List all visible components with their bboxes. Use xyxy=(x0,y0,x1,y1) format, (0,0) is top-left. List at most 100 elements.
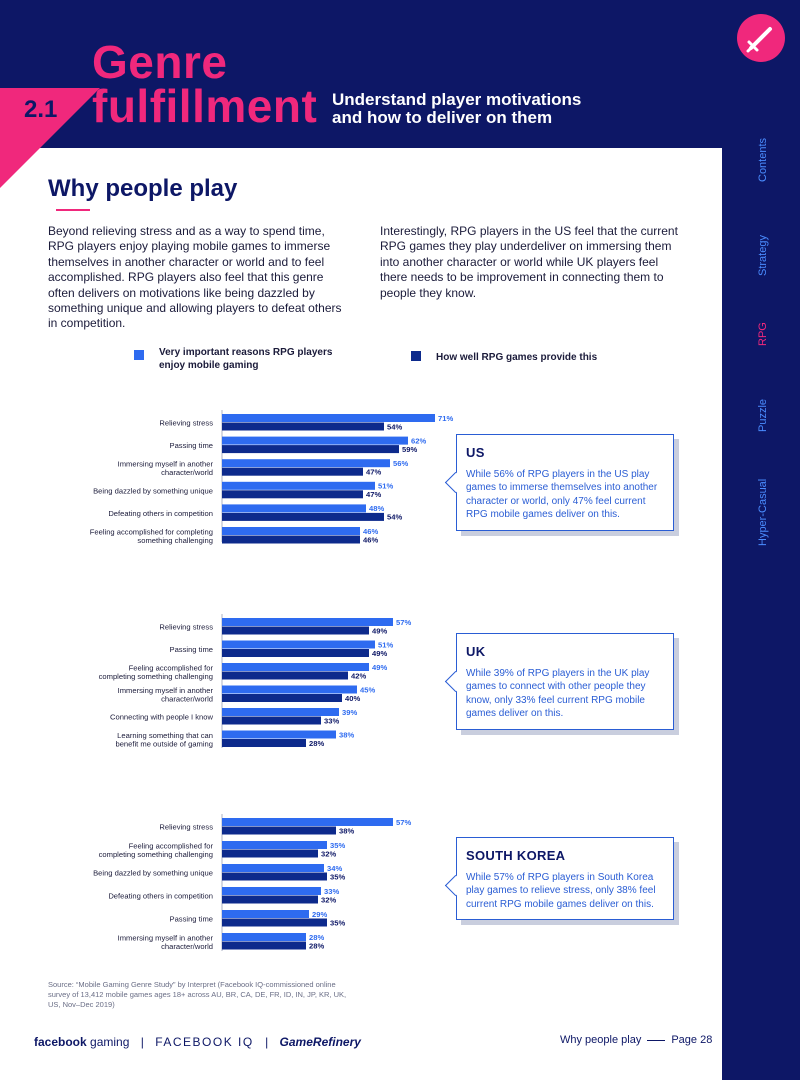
callout-south-korea-heading: SOUTH KOREA xyxy=(466,848,566,863)
page-title-line1: Genre xyxy=(92,36,228,88)
body-left: Beyond relieving stress and as a way to … xyxy=(48,224,342,331)
page-subtitle: Understand player motivations and how to… xyxy=(332,91,652,127)
us-delivery-value: 59% xyxy=(402,445,417,454)
uk-delivery-bar xyxy=(222,739,306,747)
page-title-line2: fulfillment xyxy=(92,80,318,132)
south-korea-category-label: character/world xyxy=(161,942,213,951)
south-korea-importance-value: 35% xyxy=(330,841,345,850)
footer-page-label: Why people play xyxy=(560,1034,642,1046)
us-importance-value: 51% xyxy=(378,482,393,491)
uk-importance-value: 38% xyxy=(339,730,354,739)
callout-uk: UK While 39% of RPG players in the UK pl… xyxy=(444,633,674,730)
us-importance-bar xyxy=(222,459,390,468)
uk-importance-value: 51% xyxy=(378,640,393,649)
us-category-label: Defeating others in competition xyxy=(108,509,213,518)
south-korea-importance-bar xyxy=(222,818,393,826)
uk-importance-value: 39% xyxy=(342,708,357,717)
us-delivery-bar xyxy=(222,512,384,521)
us-category-label: Relieving stress xyxy=(159,419,213,428)
uk-importance-bar xyxy=(222,618,393,626)
uk-category-label: character/world xyxy=(161,694,213,703)
us-delivery-bar xyxy=(222,422,384,431)
callout-uk-text: While 39% of RPG players in the UK play … xyxy=(466,668,650,720)
us-delivery-bar xyxy=(222,490,363,499)
page-subtitle-line2: and how to deliver on them xyxy=(332,108,553,127)
south-korea-delivery-value: 32% xyxy=(321,895,336,904)
south-korea-importance-bar xyxy=(222,841,327,849)
legend-swatch-delivery xyxy=(411,351,421,361)
side-nav-band xyxy=(722,0,800,1080)
logo-facebook-gaming-bold: facebook xyxy=(34,1035,87,1049)
us-importance-value: 48% xyxy=(369,504,384,513)
body-right: Interestingly, RPG players in the US fee… xyxy=(380,224,678,300)
footer-dash xyxy=(647,1039,666,1041)
us-importance-bar xyxy=(222,504,366,513)
uk-category-label: Learning something that can xyxy=(117,731,213,740)
uk-category-label: Passing time xyxy=(170,645,213,654)
uk-delivery-bar xyxy=(222,671,348,680)
us-delivery-bar xyxy=(222,467,363,476)
page-subtitle-line1: Understand player motivations xyxy=(332,90,582,109)
logo-divider: | xyxy=(140,1035,144,1049)
uk-importance-bar xyxy=(222,708,339,716)
south-korea-delivery-value: 28% xyxy=(309,941,324,950)
callout-us-text: While 56% of RPG players in the US play … xyxy=(466,469,658,521)
section-number: 2.1 xyxy=(24,96,58,123)
callout-us-heading: US xyxy=(466,445,485,460)
uk-importance-value: 45% xyxy=(360,685,375,694)
sword-icon xyxy=(737,14,785,62)
uk-importance-bar xyxy=(222,685,357,694)
us-category-label: character/world xyxy=(161,468,213,477)
south-korea-delivery-value: 38% xyxy=(339,826,354,835)
legend-swatch-importance xyxy=(134,350,144,360)
south-korea-delivery-value: 35% xyxy=(330,918,345,927)
us-delivery-value: 47% xyxy=(366,468,381,477)
uk-category-label: Immersing myself in another xyxy=(118,686,214,695)
us-importance-bar xyxy=(222,414,435,422)
south-korea-importance-bar xyxy=(222,933,306,941)
uk-delivery-bar xyxy=(222,716,321,725)
uk-delivery-value: 40% xyxy=(345,694,360,703)
south-korea-importance-value: 33% xyxy=(324,887,339,896)
us-importance-value: 56% xyxy=(393,459,408,468)
south-korea-importance-bar xyxy=(222,910,309,918)
south-korea-delivery-value: 32% xyxy=(321,849,336,858)
south-korea-importance-value: 34% xyxy=(327,864,342,873)
uk-category-label: benefit me outside of gaming xyxy=(115,739,213,748)
us-delivery-bar xyxy=(222,535,360,544)
south-korea-category-label: Defeating others in competition xyxy=(108,892,213,901)
legend-delivery: How well RPG games provide this xyxy=(436,352,598,363)
footer-logos: facebook gaming | FACEBOOK IQ | GameRefi… xyxy=(34,1035,361,1049)
uk-importance-value: 49% xyxy=(372,663,387,672)
us-delivery-value: 54% xyxy=(387,422,402,431)
uk-category-label: Feeling accomplished for xyxy=(129,663,214,672)
page-title: Genre fulfillment xyxy=(92,36,318,132)
uk-delivery-bar xyxy=(222,694,342,702)
uk-delivery-value: 49% xyxy=(372,649,387,658)
south-korea-category-label: Passing time xyxy=(170,915,213,924)
south-korea-importance-value: 28% xyxy=(309,933,324,942)
uk-importance-bar xyxy=(222,663,369,671)
uk-delivery-value: 33% xyxy=(324,716,339,725)
uk-importance-value: 57% xyxy=(396,618,411,627)
south-korea-delivery-bar xyxy=(222,941,306,950)
logo-divider: | xyxy=(265,1035,269,1049)
south-korea-delivery-bar xyxy=(222,918,327,927)
logo-gamerefinery: GameRefinery xyxy=(279,1035,361,1049)
south-korea-category-label: Feeling accomplished for xyxy=(129,841,214,850)
us-importance-bar xyxy=(222,436,408,445)
south-korea-delivery-bar xyxy=(222,849,318,858)
south-korea-delivery-bar xyxy=(222,826,336,835)
us-importance-value: 62% xyxy=(411,436,426,445)
uk-category-label: Connecting with people I know xyxy=(110,713,214,722)
legend-importance-line1: Very important reasons RPG players xyxy=(159,347,333,358)
uk-delivery-bar xyxy=(222,626,369,635)
uk-delivery-value: 42% xyxy=(351,671,366,680)
logo-facebook-iq: FACEBOOK IQ xyxy=(155,1035,254,1049)
uk-delivery-value: 49% xyxy=(372,626,387,635)
footer-page-number: Page 28 xyxy=(671,1034,713,1046)
uk-category-label: completing something challenging xyxy=(99,672,213,681)
south-korea-category-label: completing something challenging xyxy=(99,850,213,859)
callout-south-korea: SOUTH KOREA While 57% of RPG players in … xyxy=(444,837,674,921)
